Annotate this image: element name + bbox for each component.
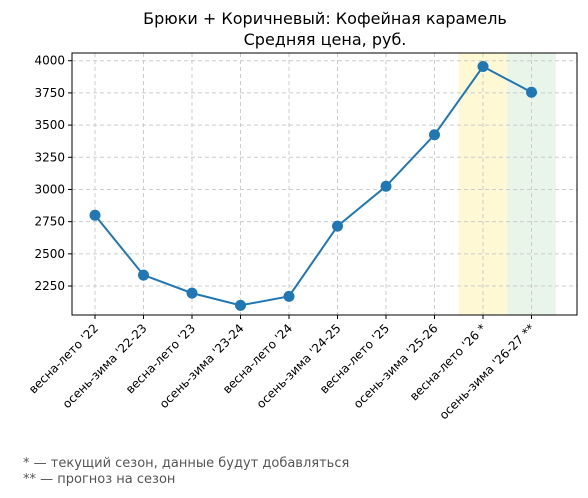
y-tick-label-5: 3500 — [34, 118, 65, 132]
chart-subtitle: Средняя цена, руб. — [244, 30, 407, 49]
y-tick-label-2: 2750 — [34, 215, 65, 229]
series-points — [89, 61, 537, 311]
y-tick-label-1: 2500 — [34, 247, 65, 261]
x-tick-label-9: осень-зима '26-27 ** — [437, 321, 538, 422]
data-point-4 — [283, 290, 295, 302]
plot-frame — [71, 52, 578, 316]
y-tick-label-3: 3000 — [34, 182, 65, 196]
note-forecast: ** — прогноз на сезон — [23, 472, 176, 487]
series-line — [94, 65, 532, 307]
data-point-8 — [477, 61, 489, 73]
highlight-bands — [458, 53, 556, 315]
data-point-7 — [429, 129, 440, 141]
x-tick-label-3: осень-зима '23-24 — [157, 321, 247, 411]
data-point-3 — [235, 299, 246, 311]
x-tick-label-1: осень-зима '22-23 — [60, 321, 150, 411]
y-tick-label-6: 3750 — [34, 86, 65, 100]
x-tick-label-5: осень-зима '24-25 — [254, 321, 344, 411]
highlight-band-0 — [458, 53, 508, 315]
data-point-2 — [186, 287, 198, 299]
data-point-6 — [380, 180, 392, 192]
chart-title: Брюки + Коричневый: Кофейная карамель — [143, 9, 507, 28]
grid-lines — [72, 53, 577, 315]
y-tick-label-0: 2250 — [34, 279, 65, 293]
data-point-9 — [526, 86, 537, 98]
data-point-0 — [89, 209, 101, 221]
data-point-1 — [138, 269, 149, 281]
data-point-5 — [332, 220, 343, 232]
note-current-season: * — текущий сезон, данные будут добавлят… — [23, 456, 350, 471]
y-tick-label-4: 3250 — [34, 150, 65, 164]
x-tick-label-7: осень-зима '25-26 — [351, 321, 441, 411]
y-axis: 2250 2500 2750 3000 3250 3500 3750 4000 — [34, 54, 72, 293]
y-tick-label-7: 4000 — [34, 54, 65, 68]
